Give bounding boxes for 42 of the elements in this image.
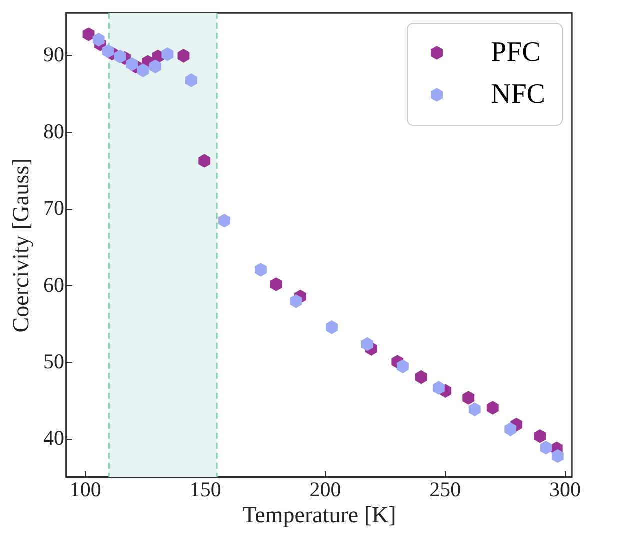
point — [114, 50, 126, 64]
x-tick-label: 200 — [310, 478, 342, 502]
point — [504, 422, 517, 436]
point — [468, 402, 481, 416]
y-tick-label: 50 — [44, 349, 64, 374]
point — [540, 440, 552, 455]
x-tick-label: 150 — [190, 478, 222, 502]
legend-label: NFC — [491, 79, 546, 110]
y-tick-label: 80 — [44, 119, 64, 144]
y-tick-label: 70 — [44, 196, 64, 220]
point — [92, 32, 105, 47]
x-tick-label: 250 — [430, 478, 462, 502]
point — [82, 28, 95, 42]
point — [198, 154, 211, 168]
x-tick-label: 100 — [70, 478, 102, 502]
point — [415, 370, 428, 384]
point — [486, 401, 499, 415]
point — [137, 64, 150, 78]
point — [162, 48, 174, 62]
x-tick-label: 300 — [550, 478, 582, 502]
x-axis-title: Temperature [K] — [242, 502, 396, 528]
point — [326, 320, 338, 334]
point — [185, 74, 198, 88]
point — [102, 44, 114, 58]
point — [552, 449, 564, 464]
point — [149, 60, 162, 74]
point — [270, 278, 282, 292]
legend-label: PFC — [491, 37, 541, 68]
point — [290, 294, 302, 308]
point — [396, 360, 409, 374]
y-axis-title: Coercivity [Gauss] — [8, 158, 34, 333]
point — [361, 337, 374, 352]
point — [432, 381, 445, 395]
point — [218, 214, 230, 228]
point — [126, 57, 138, 72]
point — [462, 391, 475, 405]
point — [255, 263, 267, 277]
y-tick-label: 90 — [44, 42, 64, 67]
y-tick-label: 60 — [44, 272, 64, 297]
y-tick-label: 40 — [44, 426, 64, 450]
point — [178, 49, 190, 63]
point — [534, 429, 546, 444]
